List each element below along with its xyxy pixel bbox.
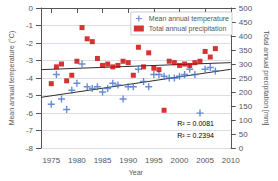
svg-text:0: 0	[239, 144, 244, 153]
svg-text:1985: 1985	[94, 156, 112, 165]
svg-text:450: 450	[239, 18, 253, 27]
svg-text:Total annual precipitation: Total annual precipitation	[149, 25, 227, 33]
svg-text:-3: -3	[26, 56, 34, 65]
svg-text:-7: -7	[26, 126, 34, 135]
svg-text:Mean annual temperature (°C): Mean annual temperature (°C)	[8, 31, 16, 126]
svg-text:-2: -2	[26, 39, 34, 48]
svg-text:Mean annual temperature: Mean annual temperature	[149, 15, 229, 23]
svg-text:0: 0	[29, 4, 34, 13]
svg-text:-6: -6	[26, 109, 34, 118]
svg-text:300: 300	[239, 60, 253, 69]
svg-text:Year: Year	[129, 169, 144, 176]
svg-text:50: 50	[239, 130, 248, 139]
svg-text:-1: -1	[26, 21, 34, 30]
svg-text:100: 100	[239, 116, 253, 125]
svg-text:-5: -5	[26, 91, 34, 100]
svg-text:R² = 0.0081: R² = 0.0081	[177, 120, 214, 127]
svg-text:2000: 2000	[171, 156, 189, 165]
svg-text:200: 200	[239, 88, 253, 97]
svg-text:250: 250	[239, 74, 253, 83]
svg-text:1980: 1980	[68, 156, 86, 165]
svg-text:150: 150	[239, 102, 253, 111]
svg-text:400: 400	[239, 32, 253, 41]
svg-text:2005: 2005	[196, 156, 214, 165]
svg-text:1975: 1975	[42, 156, 60, 165]
svg-text:1995: 1995	[145, 156, 163, 165]
svg-text:-8: -8	[26, 144, 34, 153]
svg-text:R² = 0.2394: R² = 0.2394	[177, 132, 214, 139]
svg-text:-4: -4	[26, 74, 34, 83]
svg-text:Total annual precipitation [mm: Total annual precipitation [mm]	[262, 31, 270, 126]
svg-text:2010: 2010	[222, 156, 240, 165]
svg-text:500: 500	[239, 4, 253, 13]
svg-text:350: 350	[239, 46, 253, 55]
svg-text:1990: 1990	[119, 156, 137, 165]
